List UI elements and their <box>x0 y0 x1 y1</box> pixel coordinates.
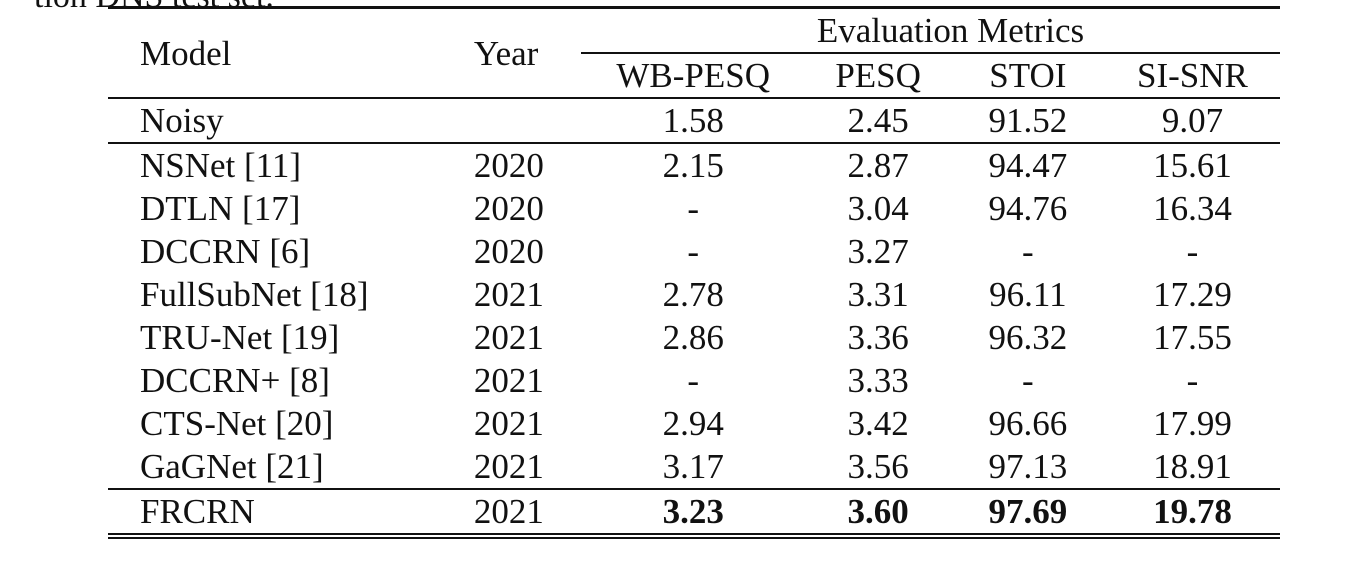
header-row-group: Model Year Evaluation Metrics <box>108 7 1280 73</box>
cell-stoi: 96.66 <box>988 404 1068 443</box>
cell-si-snr: 17.55 <box>1153 318 1232 357</box>
cell-si-snr: 17.29 <box>1153 275 1232 314</box>
cell-year: 2021 <box>473 361 544 400</box>
cell-year: 2020 <box>473 189 544 228</box>
header-stoi: STOI <box>989 56 1067 95</box>
cell-pesq: 3.36 <box>847 318 909 357</box>
table-row: CTS-Net [20] 2021 2.94 3.42 96.66 17.99 <box>108 402 1280 445</box>
table-row: DCCRN [6] 2020 - 3.27 - - <box>108 230 1280 273</box>
cell-model: DCCRN [6] <box>140 232 311 271</box>
table-row: GaGNet [21] 2021 3.17 3.56 97.13 18.91 <box>108 445 1280 489</box>
table-row: DCCRN+ [8] 2021 - 3.33 - - <box>108 359 1280 402</box>
cell-pesq: 3.60 <box>847 492 909 531</box>
cell-year: 2021 <box>473 275 544 314</box>
header-pesq: PESQ <box>835 56 921 95</box>
header-si-snr: SI-SNR <box>1137 56 1248 95</box>
cell-si-snr: 16.34 <box>1153 189 1232 228</box>
cell-model: Noisy <box>140 101 224 140</box>
cell-wb-pesq: 1.58 <box>662 101 724 140</box>
header-year: Year <box>473 33 539 73</box>
cell-pesq: 3.31 <box>847 275 909 314</box>
cell-year: 2021 <box>473 447 544 486</box>
cell-si-snr: 18.91 <box>1153 447 1232 486</box>
cell-year <box>474 98 581 143</box>
cell-model: DCCRN+ [8] <box>140 361 330 400</box>
cell-stoi: - <box>1022 361 1034 400</box>
cell-si-snr: 17.99 <box>1153 404 1232 443</box>
cell-model: GaGNet [21] <box>140 447 324 486</box>
cell-stoi: 96.32 <box>988 318 1068 357</box>
results-table: Model Year Evaluation Metrics WB-PESQ PE… <box>108 6 1280 539</box>
header-wb-pesq: WB-PESQ <box>616 56 770 95</box>
cell-model: DTLN [17] <box>140 189 301 228</box>
cell-model: TRU-Net [19] <box>140 318 340 357</box>
cell-wb-pesq: 2.15 <box>662 146 724 185</box>
table-row-frcrn: FRCRN 2021 3.23 3.60 97.69 19.78 <box>108 489 1280 536</box>
cell-stoi: 94.76 <box>988 189 1068 228</box>
table-row: TRU-Net [19] 2021 2.86 3.36 96.32 17.55 <box>108 316 1280 359</box>
cell-year: 2021 <box>473 492 544 531</box>
cell-stoi: 94.47 <box>988 146 1068 185</box>
cell-year: 2021 <box>473 318 544 357</box>
caption-text: tion DNS test set. <box>34 0 274 14</box>
cell-stoi: 97.13 <box>988 447 1068 486</box>
cell-wb-pesq: 2.94 <box>662 404 724 443</box>
cell-year: 2021 <box>473 404 544 443</box>
cell-pesq: 3.27 <box>847 232 909 271</box>
cell-pesq: 2.45 <box>847 101 909 140</box>
results-table-grid: Model Year Evaluation Metrics WB-PESQ PE… <box>108 6 1280 539</box>
cell-model: CTS-Net [20] <box>140 404 334 443</box>
cell-pesq: 3.56 <box>847 447 909 486</box>
cell-year: 2020 <box>473 146 544 185</box>
table-row-noisy: Noisy 1.58 2.45 91.52 9.07 <box>108 98 1280 143</box>
cell-stoi: 91.52 <box>988 101 1068 140</box>
header-model: Model <box>140 33 232 73</box>
cell-stoi: - <box>1022 232 1034 271</box>
cell-year: 2020 <box>473 232 544 271</box>
cell-pesq: 3.33 <box>847 361 909 400</box>
cell-stoi: 96.11 <box>989 275 1067 314</box>
cell-wb-pesq: 2.78 <box>662 275 724 314</box>
cell-stoi: 97.69 <box>988 492 1068 531</box>
cell-si-snr: 15.61 <box>1153 146 1232 185</box>
cell-pesq: 3.42 <box>847 404 909 443</box>
cell-si-snr: - <box>1186 232 1199 271</box>
cell-model: NSNet [11] <box>140 146 302 185</box>
header-row-metrics: WB-PESQ PESQ STOI SI-SNR <box>108 53 1280 98</box>
header-evaluation-metrics: Evaluation Metrics <box>580 7 1280 54</box>
cell-wb-pesq: 3.23 <box>662 492 724 531</box>
cell-wb-pesq: 2.86 <box>662 318 724 357</box>
cell-pesq: 3.04 <box>847 189 909 228</box>
cell-model: FRCRN <box>140 492 255 531</box>
cell-pesq: 2.87 <box>847 146 909 185</box>
cell-wb-pesq: - <box>687 232 700 271</box>
cell-wb-pesq: 3.17 <box>662 447 724 486</box>
cell-wb-pesq: - <box>687 361 700 400</box>
table-row: NSNet [11] 2020 2.15 2.87 94.47 15.61 <box>108 143 1280 187</box>
cell-si-snr: 9.07 <box>1161 101 1224 140</box>
cell-model: FullSubNet [18] <box>140 275 369 314</box>
cell-si-snr: - <box>1186 361 1199 400</box>
cell-si-snr: 19.78 <box>1153 492 1232 531</box>
table-row: DTLN [17] 2020 - 3.04 94.76 16.34 <box>108 187 1280 230</box>
table-row: FullSubNet [18] 2021 2.78 3.31 96.11 17.… <box>108 273 1280 316</box>
cell-wb-pesq: - <box>687 189 700 228</box>
